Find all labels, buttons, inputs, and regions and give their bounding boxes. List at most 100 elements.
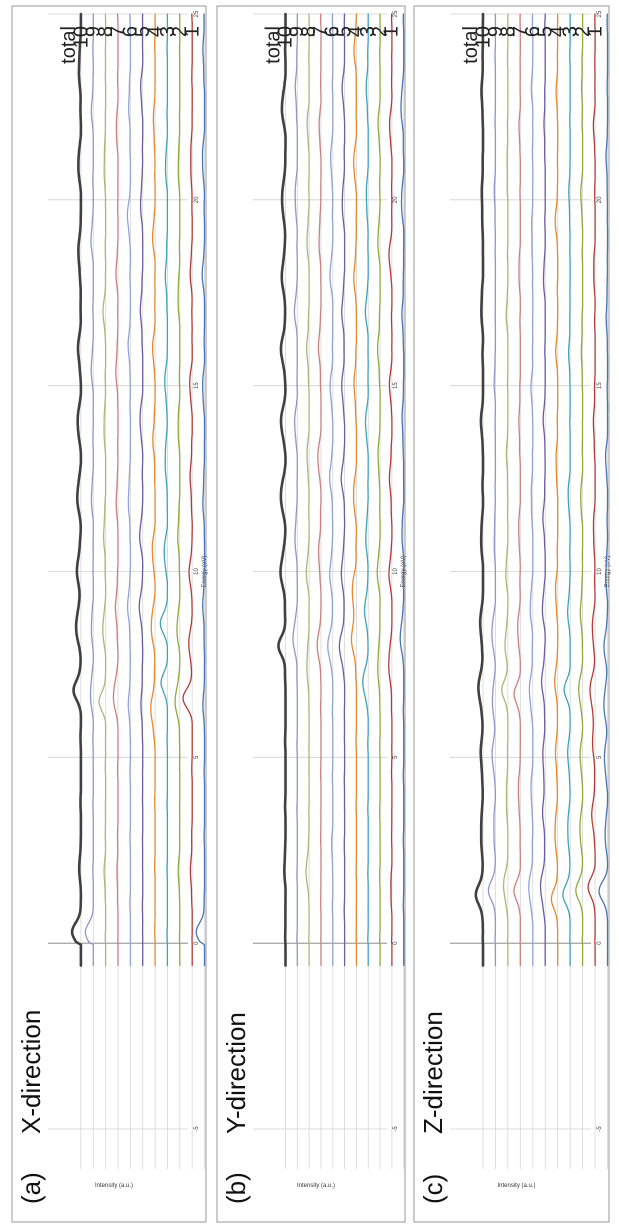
series-line-2 — [182, 13, 193, 967]
series-line-8 — [316, 13, 322, 967]
series-label-8: 8 — [497, 26, 519, 37]
x-tick-label: 25 — [194, 10, 200, 17]
panel-title: Z-direction — [418, 1011, 448, 1134]
x-axis-title: Energy (eV) — [605, 555, 611, 587]
series-line-10 — [292, 13, 298, 967]
series-label-2: 2 — [169, 26, 191, 37]
series-line-7 — [327, 13, 334, 967]
panel-title: Y-direction — [221, 1012, 251, 1134]
series-label-8: 8 — [95, 26, 117, 37]
panel-frame — [413, 5, 610, 1223]
series-line-9 — [98, 13, 107, 967]
series-label-3: 3 — [357, 26, 379, 37]
panel-title: X-direction — [16, 1010, 46, 1134]
series-line-7 — [126, 13, 132, 967]
series-line-4 — [562, 13, 571, 967]
series-label-1: 1 — [381, 26, 403, 37]
x-tick-label: 20 — [393, 196, 399, 203]
series-line-2 — [587, 13, 596, 967]
series-label-3: 3 — [560, 26, 582, 37]
x-axis-title: Energy (eV) — [202, 555, 208, 587]
x-tick-label: 15 — [393, 382, 399, 389]
series-line-6 — [138, 13, 144, 967]
x-tick-label: 10 — [393, 568, 399, 575]
series-label-7: 7 — [510, 26, 532, 37]
series-label-7: 7 — [310, 26, 332, 37]
series-label-9: 9 — [83, 26, 105, 37]
series-label-9: 9 — [485, 26, 507, 37]
x-tick-label: 10 — [194, 568, 200, 575]
panel-label: (a) — [16, 1172, 46, 1204]
x-tick-label: 25 — [597, 10, 603, 17]
series-label-6: 6 — [120, 26, 142, 37]
x-tick-label: 0 — [597, 941, 603, 945]
series-line-1 — [195, 13, 206, 967]
series-line-3 — [376, 13, 381, 967]
x-tick-label: 5 — [194, 755, 200, 759]
series-line-10 — [84, 13, 94, 967]
series-label-10: 10 — [274, 26, 296, 48]
series-label-2: 2 — [572, 26, 594, 37]
series-label-4: 4 — [144, 26, 166, 37]
series-line-8 — [513, 13, 521, 967]
series-line-7 — [528, 13, 534, 967]
series-line-total — [474, 12, 485, 967]
series-line-9 — [305, 13, 310, 967]
series-label-5: 5 — [132, 26, 154, 37]
x-tick-label: 25 — [393, 10, 399, 17]
panel-label: (c) — [418, 1174, 448, 1204]
series-label-8: 8 — [298, 26, 320, 37]
series-line-1 — [598, 13, 609, 967]
series-line-5 — [350, 13, 358, 967]
series-label-2: 2 — [369, 26, 391, 37]
panel-frame — [216, 5, 406, 1223]
series-label-5: 5 — [333, 26, 355, 37]
x-tick-label: -5 — [194, 1126, 200, 1132]
series-label-4: 4 — [547, 26, 569, 37]
series-line-5 — [550, 13, 559, 967]
x-tick-label: 15 — [597, 382, 603, 389]
x-tick-label: 5 — [597, 755, 603, 759]
x-tick-label: 0 — [393, 941, 399, 945]
series-line-total — [277, 12, 287, 967]
series-line-3 — [575, 13, 584, 967]
series-label-total: total — [263, 26, 285, 64]
x-tick-label: 15 — [194, 382, 200, 389]
series-label-9: 9 — [286, 26, 308, 37]
series-line-2 — [388, 13, 393, 967]
series-line-6 — [338, 13, 346, 967]
series-label-7: 7 — [107, 26, 129, 37]
series-label-5: 5 — [535, 26, 557, 37]
x-tick-label: 10 — [597, 568, 603, 575]
series-line-4 — [159, 13, 169, 967]
series-label-6: 6 — [522, 26, 544, 37]
series-label-3: 3 — [157, 26, 179, 37]
x-tick-label: 5 — [393, 755, 399, 759]
panel-label: (b) — [221, 1172, 251, 1204]
series-line-5 — [150, 13, 156, 967]
series-label-total: total — [460, 26, 482, 64]
series-line-8 — [112, 13, 119, 967]
series-line-10 — [487, 13, 497, 967]
x-tick-label: 20 — [597, 196, 603, 203]
series-label-4: 4 — [345, 26, 367, 37]
series-label-1: 1 — [182, 26, 204, 37]
series-line-total — [70, 12, 83, 967]
series-label-1: 1 — [585, 26, 607, 37]
series-line-3 — [174, 13, 181, 967]
series-line-9 — [501, 13, 509, 967]
x-tick-label: -5 — [393, 1126, 399, 1132]
x-tick-label: 0 — [194, 941, 200, 945]
series-label-total: total — [58, 26, 80, 64]
series-label-6: 6 — [322, 26, 344, 37]
series-line-6 — [539, 13, 546, 967]
y-axis-title: Intensity (a.u.) — [497, 1183, 535, 1189]
x-tick-label: 20 — [194, 196, 200, 203]
series-label-10: 10 — [472, 26, 494, 48]
series-line-1 — [399, 13, 405, 967]
